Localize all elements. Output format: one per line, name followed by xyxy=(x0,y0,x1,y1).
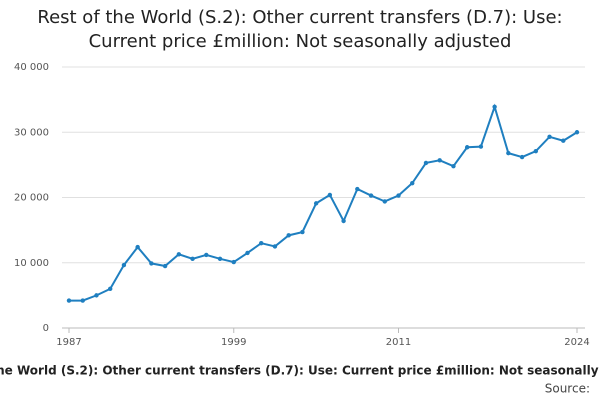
data-point xyxy=(231,259,236,265)
data-point xyxy=(300,229,305,235)
data-point xyxy=(217,256,223,262)
data-point xyxy=(410,180,415,186)
y-tick-label: 30 000 xyxy=(14,127,49,138)
data-line xyxy=(69,103,578,302)
y-tick-label: 20 000 xyxy=(14,193,49,204)
data-point xyxy=(149,261,154,266)
footer-title: Rest of the World (S.2): Other current t… xyxy=(0,364,600,378)
data-point xyxy=(80,298,85,303)
data-point xyxy=(519,154,525,160)
data-point xyxy=(176,252,182,257)
data-point xyxy=(259,240,264,246)
data-point xyxy=(204,252,209,258)
data-point xyxy=(451,163,456,169)
chart-title: Rest of the World (S.2): Other current t… xyxy=(37,7,563,52)
data-point xyxy=(286,233,291,238)
x-tick-label: 2024 xyxy=(564,337,589,348)
y-tick-label: 10 000 xyxy=(14,258,49,269)
x-tick-label: 1987 xyxy=(56,337,81,348)
data-point xyxy=(66,298,72,303)
x-tick-label: 1999 xyxy=(221,337,246,348)
x-tick-label: 2011 xyxy=(386,337,411,348)
data-point xyxy=(341,218,346,224)
data-point xyxy=(368,193,374,198)
data-point xyxy=(107,286,113,292)
data-point xyxy=(478,144,484,149)
data-point xyxy=(437,158,442,163)
data-point xyxy=(492,104,497,110)
y-tick-label: 40 000 xyxy=(14,62,49,73)
data-point xyxy=(190,256,195,262)
data-point xyxy=(533,148,539,154)
data-point xyxy=(382,199,387,204)
y-tick-label: 0 xyxy=(43,323,49,334)
data-point xyxy=(94,293,99,298)
data-point xyxy=(423,160,429,166)
data-point xyxy=(506,150,511,156)
data-point xyxy=(574,130,580,135)
data-point xyxy=(464,145,470,150)
data-point xyxy=(121,262,127,268)
data-point xyxy=(355,186,360,192)
data-point xyxy=(135,244,140,250)
data-point xyxy=(272,244,278,249)
source: Source: xyxy=(545,382,590,396)
data-point xyxy=(313,201,319,206)
data-point xyxy=(396,193,401,198)
data-point xyxy=(327,192,333,198)
data-point xyxy=(561,138,566,143)
data-point xyxy=(547,134,552,140)
data-point xyxy=(162,263,168,269)
data-point xyxy=(245,250,250,256)
